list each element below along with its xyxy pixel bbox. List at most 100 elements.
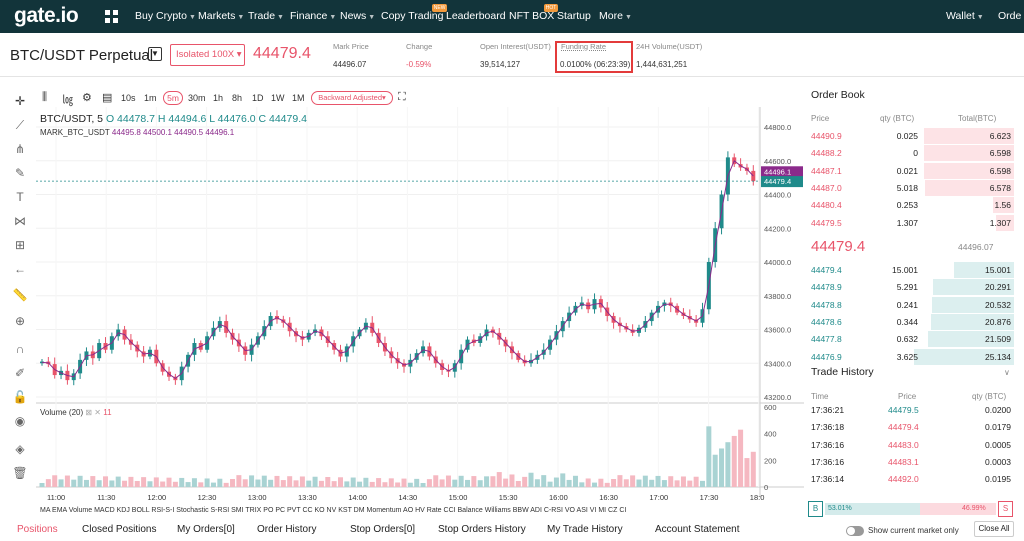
time-tick: 11:00 bbox=[47, 493, 65, 502]
bid-row[interactable]: 44476.9 3.625 25.134 bbox=[808, 348, 1014, 365]
mark-price-tag-bg bbox=[761, 166, 803, 178]
volume-bar bbox=[680, 476, 686, 487]
ask-row[interactable]: 44488.2 0 6.598 bbox=[808, 145, 1014, 162]
candle-type-icon[interactable]: ⫼ bbox=[42, 91, 48, 103]
tf-1m[interactable]: 1m bbox=[144, 93, 157, 103]
measure-icon[interactable]: ⊞ bbox=[14, 238, 26, 252]
layers-icon[interactable]: ◈ bbox=[15, 442, 25, 456]
depth-bar bbox=[954, 262, 1014, 278]
row-price: 44479.5 bbox=[811, 217, 842, 228]
tab-positions[interactable]: Positions bbox=[17, 524, 58, 535]
eye-icon[interactable]: ◉ bbox=[14, 414, 26, 428]
bid-row[interactable]: 44477.8 0.632 21.509 bbox=[808, 331, 1014, 348]
indicator-icon[interactable]: ㏒ bbox=[62, 94, 73, 106]
backward-adjusted-dropdown[interactable]: Backward Adjusted▾ bbox=[311, 91, 393, 105]
nav-copy-trading[interactable]: Copy Trading NEW bbox=[381, 4, 448, 22]
trade-history-title[interactable]: Trade History bbox=[811, 366, 874, 378]
tab-my-orders[interactable]: My Orders[0] bbox=[177, 524, 235, 535]
trade-price: 44479.4 bbox=[888, 422, 919, 433]
tab-order-history[interactable]: Order History bbox=[257, 524, 317, 535]
volume-bar bbox=[515, 481, 521, 487]
volume-bar bbox=[153, 477, 159, 487]
bid-row[interactable]: 44478.8 0.241 20.532 bbox=[808, 296, 1014, 313]
volume-tick: 400 bbox=[764, 430, 777, 439]
trash-icon[interactable]: 🗑 bbox=[12, 466, 28, 480]
order-book-title[interactable]: Order Book bbox=[811, 89, 865, 101]
nav-finance[interactable]: Finance ▼ bbox=[290, 10, 337, 22]
logo[interactable]: gate.io bbox=[14, 4, 79, 27]
pair-dropdown-icon[interactable]: ▼ bbox=[148, 47, 162, 61]
collapse-icon[interactable]: ∨ bbox=[1004, 368, 1010, 377]
volume-bar bbox=[693, 476, 699, 487]
fullscreen-icon[interactable]: ⛶ bbox=[398, 91, 406, 103]
stat-label[interactable]: Funding Rate bbox=[561, 42, 607, 51]
tf-10s[interactable]: 10s bbox=[121, 93, 136, 103]
crosshair-icon[interactable]: ✛ bbox=[14, 94, 26, 108]
pattern-icon[interactable]: ⋈ bbox=[14, 214, 26, 228]
ask-row[interactable]: 44490.9 0.025 6.623 bbox=[808, 128, 1014, 144]
tab-account-statement[interactable]: Account Statement bbox=[655, 524, 740, 535]
row-total: 25.134 bbox=[985, 351, 1011, 362]
magnet-icon[interactable]: ∩ bbox=[15, 342, 25, 356]
pair-title[interactable]: BTC/USDT Perpetual bbox=[10, 47, 154, 64]
indicator-bar[interactable]: MA EMA Volume MACD KDJ BOLL RSI-S-I Stoc… bbox=[40, 507, 627, 514]
row-total: 20.876 bbox=[985, 316, 1011, 327]
nav-nft-box[interactable]: NFT BOX HOT bbox=[509, 4, 559, 22]
depth-bar bbox=[924, 179, 1014, 196]
volume-bar bbox=[236, 475, 242, 487]
trade-time: 17:36:21 bbox=[811, 405, 845, 415]
row-total: 6.598 bbox=[989, 148, 1011, 159]
tf-1m-month[interactable]: 1M bbox=[292, 93, 305, 103]
settings-icon[interactable]: ⚙ bbox=[82, 92, 92, 104]
fib-icon[interactable]: ⋔ bbox=[14, 142, 26, 156]
ruler-icon[interactable]: 📏 bbox=[12, 288, 28, 302]
ask-row[interactable]: 44487.0 5.018 6.578 bbox=[808, 179, 1014, 196]
tab-closed-positions[interactable]: Closed Positions bbox=[82, 524, 157, 535]
layout-icon[interactable]: ▤ bbox=[102, 92, 113, 104]
zoom-icon[interactable]: ⊕ bbox=[14, 314, 26, 328]
volume-bar bbox=[115, 476, 121, 487]
leverage-button[interactable]: Isolated 100X ▾ bbox=[170, 44, 245, 66]
ask-row[interactable]: 44487.1 0.021 6.598 bbox=[808, 162, 1014, 179]
nav-wallet[interactable]: Wallet ▼ bbox=[946, 10, 984, 22]
close-all-button[interactable]: Close All bbox=[974, 521, 1014, 537]
arrow-icon[interactable]: ← bbox=[14, 262, 26, 276]
nav-more[interactable]: More ▼ bbox=[599, 10, 632, 22]
tf-1h[interactable]: 1h bbox=[213, 93, 224, 103]
nav-trade[interactable]: Trade ▼ bbox=[248, 10, 284, 22]
time-tick: 16:00 bbox=[549, 493, 568, 502]
tab-stop-orders[interactable]: Stop Orders[0] bbox=[350, 524, 416, 535]
volume-bar bbox=[242, 479, 248, 487]
text-icon[interactable]: T bbox=[16, 190, 24, 204]
tab-my-trade-history[interactable]: My Trade History bbox=[547, 524, 623, 535]
row-qty: 0 bbox=[913, 148, 918, 159]
tab-stop-orders-history[interactable]: Stop Orders History bbox=[438, 524, 526, 535]
nav-startup[interactable]: Startup bbox=[557, 10, 591, 22]
depth-bar bbox=[924, 145, 1014, 162]
row-qty: 0.021 bbox=[896, 165, 918, 176]
bid-row[interactable]: 44479.4 15.001 15.001 bbox=[808, 262, 1014, 278]
market-toggle[interactable] bbox=[846, 526, 864, 536]
nav-orders[interactable]: Orde bbox=[998, 10, 1022, 22]
bid-row[interactable]: 44478.6 0.344 20.876 bbox=[808, 313, 1014, 330]
nav-buy-crypto[interactable]: Buy Crypto ▼ bbox=[135, 10, 196, 22]
apps-grid-icon[interactable] bbox=[105, 10, 118, 23]
tf-5m[interactable]: 5m bbox=[163, 91, 183, 105]
hot-badge: HOT bbox=[543, 4, 559, 12]
nav-leaderboard[interactable]: Leaderboard bbox=[446, 10, 506, 22]
lock-drawing-icon[interactable]: ✐ bbox=[14, 366, 26, 380]
tf-30m[interactable]: 30m bbox=[188, 93, 206, 103]
lock-icon[interactable]: 🔓 bbox=[12, 390, 28, 404]
trendline-icon[interactable]: ⟋ bbox=[15, 118, 25, 132]
nav-news[interactable]: News ▼ bbox=[340, 10, 376, 22]
tf-1w[interactable]: 1W bbox=[271, 93, 285, 103]
nav-markets[interactable]: Markets ▼ bbox=[198, 10, 245, 22]
brush-icon[interactable]: ✎ bbox=[14, 166, 26, 180]
tf-1d[interactable]: 1D bbox=[252, 93, 264, 103]
price-chart[interactable]: 44800.0 44600.0 44400.0 44200.0 44000.0 43800… bbox=[36, 107, 804, 507]
ask-row[interactable]: 44479.5 1.307 1.307 bbox=[808, 214, 1014, 231]
bid-row[interactable]: 44478.9 5.291 20.291 bbox=[808, 279, 1014, 296]
tf-8h[interactable]: 8h bbox=[232, 93, 243, 103]
trade-qty: 0.0003 bbox=[985, 456, 1011, 467]
ask-row[interactable]: 44480.4 0.253 1.56 bbox=[808, 197, 1014, 214]
